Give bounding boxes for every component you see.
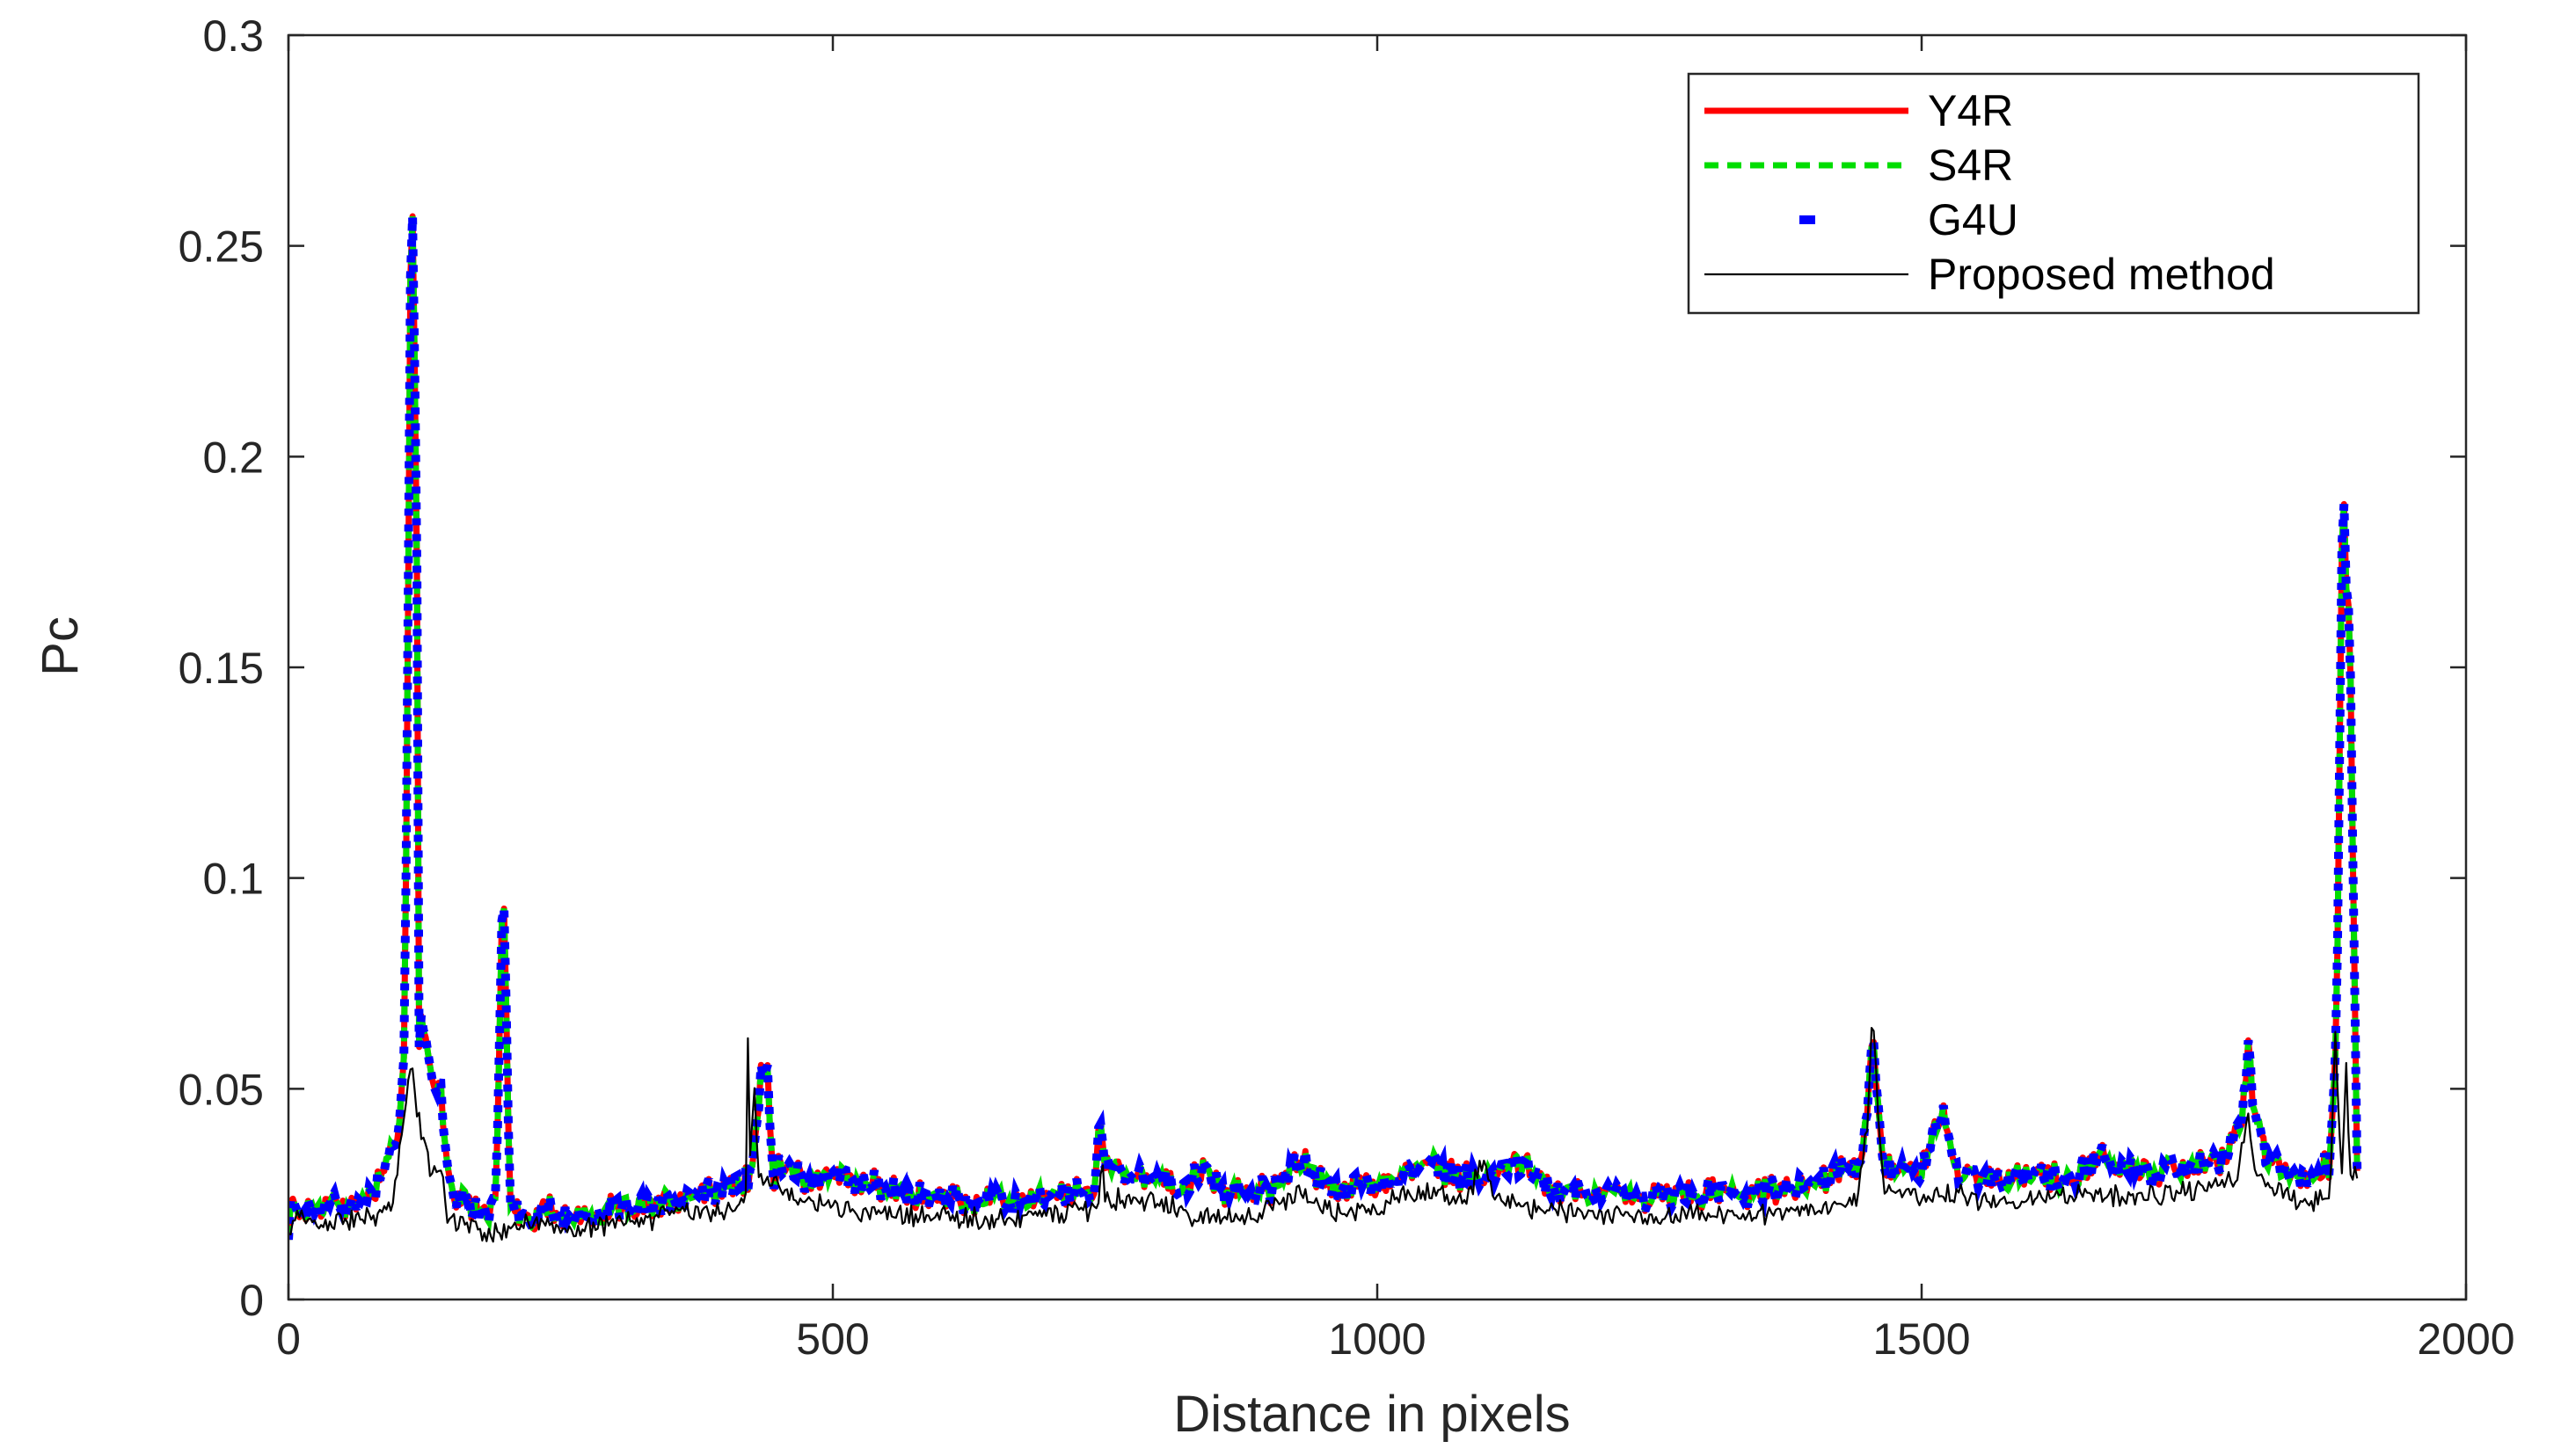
legend-label-proposed-method: Proposed method	[1928, 250, 2275, 299]
x-axis-title: Distance in pixels	[1173, 1386, 1570, 1443]
y-tick-label: 0.3	[202, 11, 264, 61]
legend-label-y4r: Y4R	[1928, 86, 2013, 135]
y-tick-label: 0.25	[179, 222, 264, 272]
x-tick-label: 2000	[2417, 1314, 2514, 1364]
x-tick-label: 500	[796, 1314, 869, 1364]
legend: Y4R S4R G4U Proposed method	[1687, 72, 2420, 315]
series-line-g4u	[288, 215, 2362, 1241]
y-tick-label: 0.1	[202, 855, 264, 904]
y-tick-label: 0.15	[179, 644, 264, 693]
y-tick-label: 0.05	[179, 1065, 264, 1114]
y-tick-label: 0.2	[202, 433, 264, 482]
legend-label-s4r: S4R	[1928, 141, 2013, 190]
y-tick-label: 0	[239, 1276, 264, 1325]
legend-label-g4u: G4U	[1928, 195, 2018, 244]
axes-layer: 0 500 1000 1500 2000 0 0.05 0.1 0.15 0.2 0.25 0.3	[179, 11, 2515, 1364]
series-layer	[288, 213, 2362, 1243]
x-tick-label: 1000	[1328, 1314, 1426, 1364]
x-tick-label: 1500	[1872, 1314, 1970, 1364]
series-line-proposed	[288, 1027, 2359, 1243]
y-axis-title: Pc	[32, 616, 89, 676]
x-tick-label: 0	[276, 1314, 301, 1364]
